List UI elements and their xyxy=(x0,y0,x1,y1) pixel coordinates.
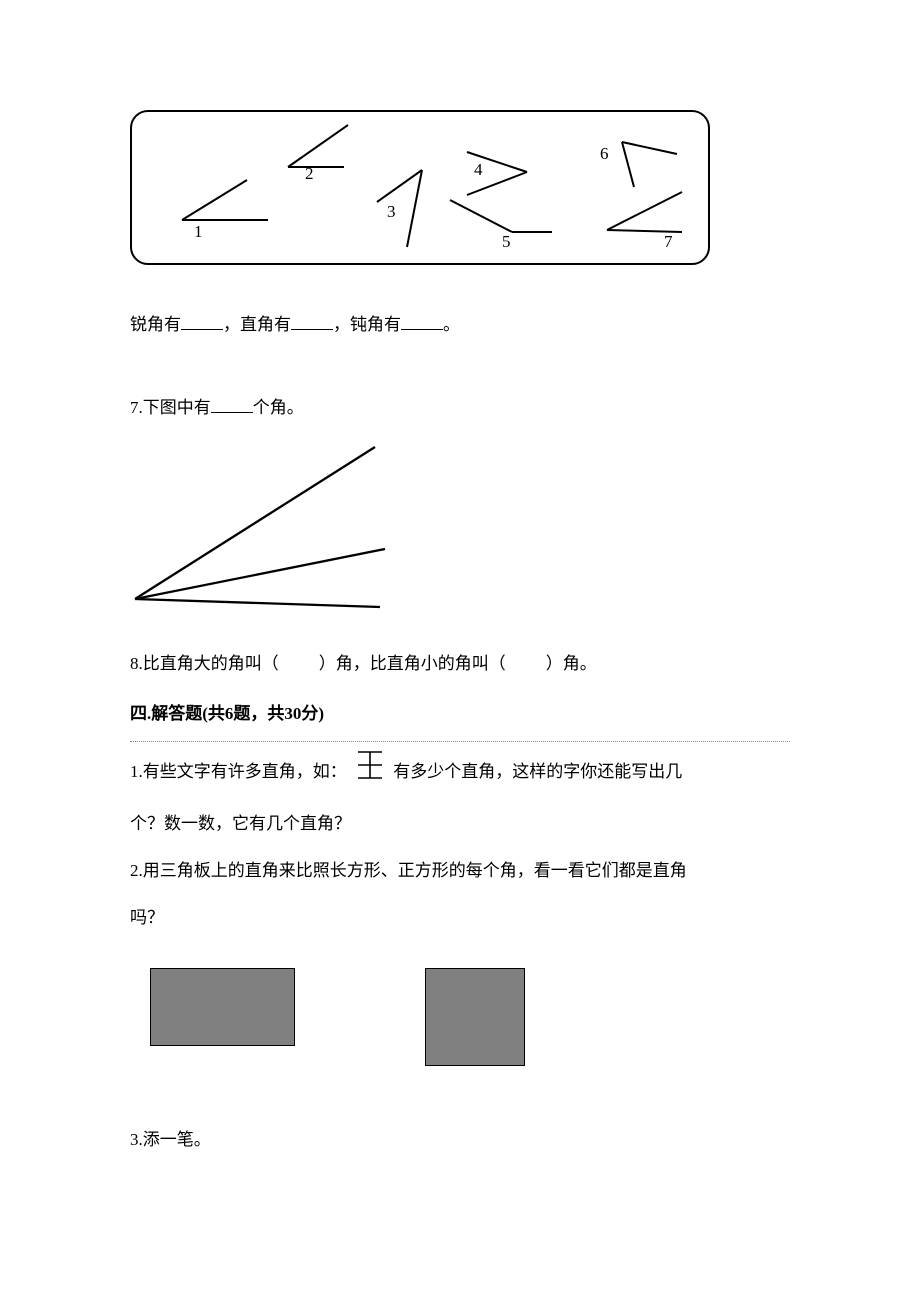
q6-line: 锐角有 ，直角有 ，钝角有 。 xyxy=(130,305,790,346)
angle-label-6: 6 xyxy=(600,134,609,175)
q6-blank-2[interactable] xyxy=(291,311,333,330)
q6-blank-1[interactable] xyxy=(181,311,223,330)
q8-part-0: 8.比直角大的角叫（ xyxy=(130,654,279,673)
three-ray-angle-diagram xyxy=(125,439,405,624)
s4q1-text-a: 1.有些文字有许多直角，如： xyxy=(130,762,347,781)
angle-label-7: 7 xyxy=(664,222,673,263)
q7-line: 7.下图中有 个角。 xyxy=(130,388,790,429)
square-shape xyxy=(425,968,525,1066)
angle-label-2: 2 xyxy=(305,154,314,195)
q8-part-2: ）角。 xyxy=(546,654,597,673)
angles-classification-box: 1 2 3 45 6 7 xyxy=(130,110,710,265)
wang-character xyxy=(355,748,385,798)
angle-label-4: 4 xyxy=(474,150,483,191)
section-4-header: 四.解答题(共6题，共30分) xyxy=(130,694,790,742)
s4q3-line: 3.添一笔。 xyxy=(130,1120,790,1161)
q7-prefix: 7.下图中有 xyxy=(130,398,211,417)
q6-text-b: ，直角有 xyxy=(223,315,291,334)
angle-label-1: 1 xyxy=(194,212,203,253)
q8-line: 8.比直角大的角叫（ ）角，比直角小的角叫（ ）角。 xyxy=(130,644,790,685)
s4q2-line1: 2.用三角板上的直角来比照长方形、正方形的每个角，看一看它们都是直角 xyxy=(130,851,790,892)
q8-part-1: ）角，比直角小的角叫（ xyxy=(319,654,506,673)
q7-suffix: 个角。 xyxy=(253,398,304,417)
q6-text-a: 锐角有 xyxy=(130,315,181,334)
s4q1-text-b: 有多少个直角，这样的字你还能写出几 xyxy=(393,762,682,781)
q6-text-c: ，钝角有 xyxy=(333,315,401,334)
s4q1-line2: 个？数一数，它有几个直角？ xyxy=(130,804,790,845)
s4q1-line1: 1.有些文字有许多直角，如： 有多少个直角，这样的字你还能写出几 xyxy=(130,748,790,798)
shapes-row xyxy=(150,968,790,1066)
q6-text-d: 。 xyxy=(443,315,460,334)
rectangle-shape xyxy=(150,968,295,1046)
angles-svg xyxy=(132,112,712,267)
angle-label-5: 5 xyxy=(502,222,511,263)
s4q2-line2: 吗？ xyxy=(130,898,790,939)
q7-blank[interactable] xyxy=(211,394,253,413)
q6-blank-3[interactable] xyxy=(401,311,443,330)
angle-label-3: 3 xyxy=(387,192,396,233)
